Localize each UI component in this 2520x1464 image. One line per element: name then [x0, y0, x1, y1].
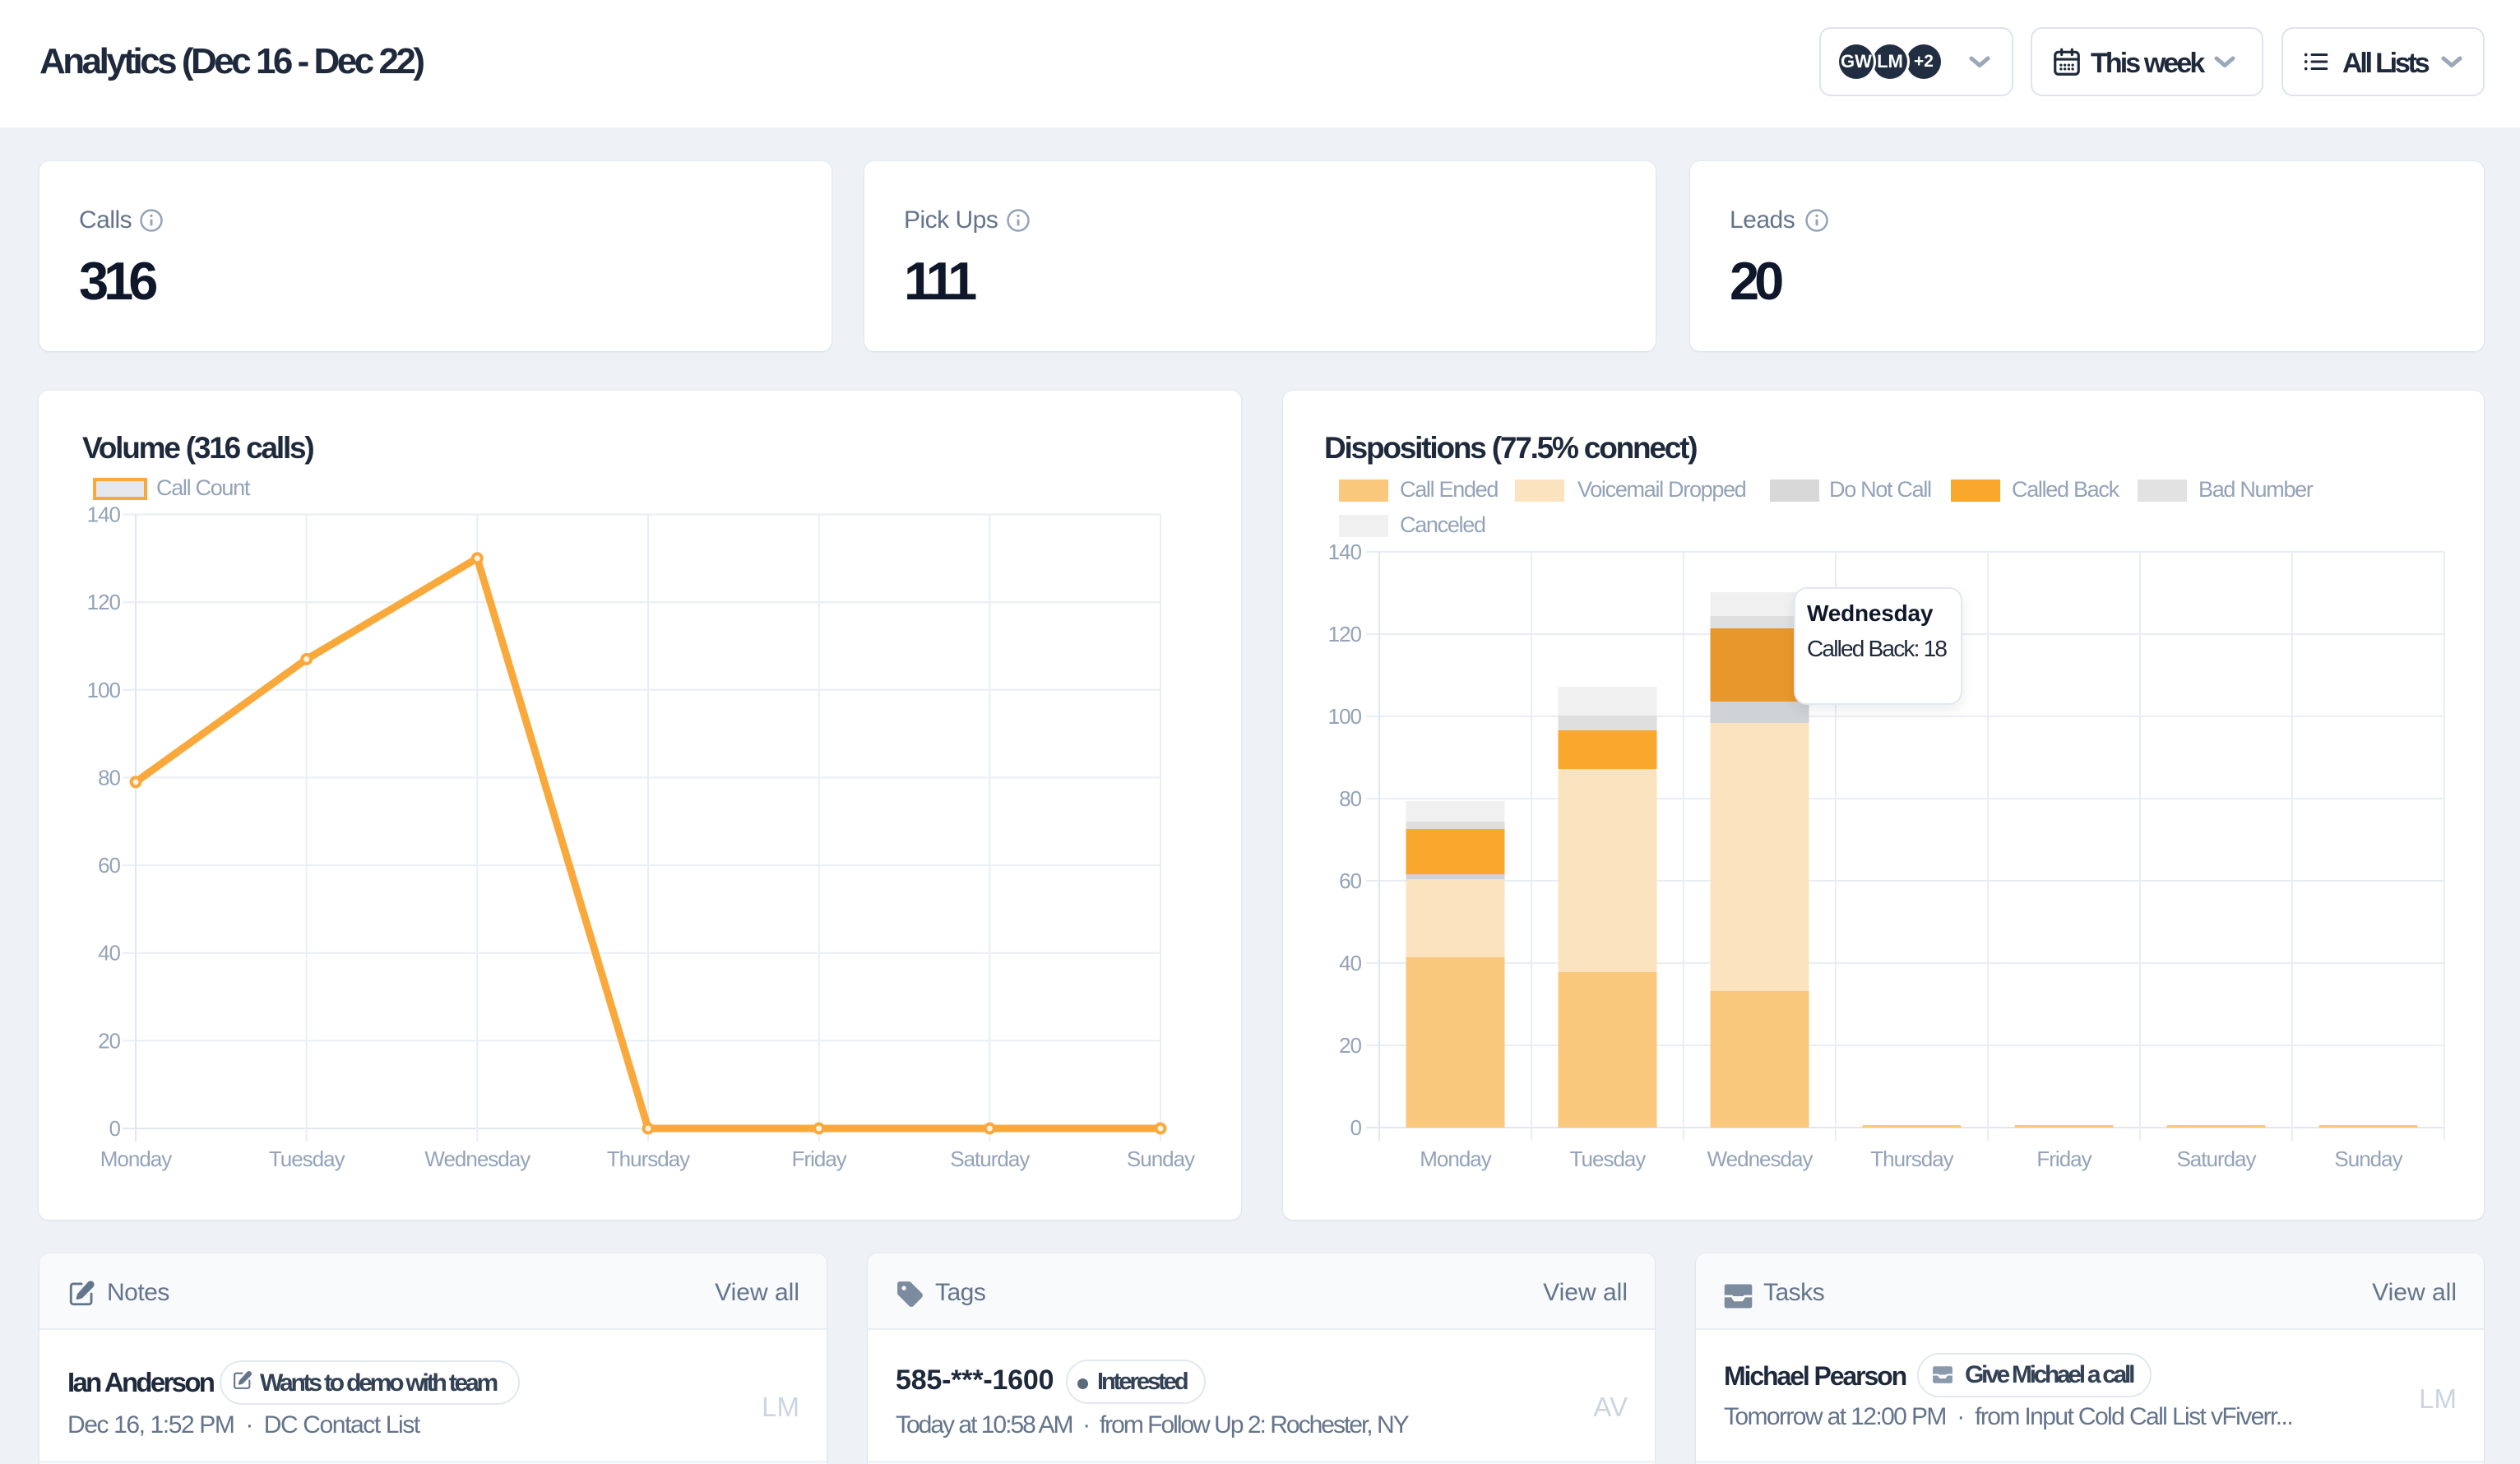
svg-text:0: 0: [1350, 1115, 1362, 1140]
svg-text:Friday: Friday: [2036, 1147, 2092, 1171]
svg-text:Monday: Monday: [100, 1147, 172, 1171]
svg-text:Sunday: Sunday: [2334, 1147, 2402, 1171]
svg-text:20: 20: [98, 1028, 120, 1053]
svg-text:140: 140: [1328, 540, 1362, 564]
svg-text:Thursday: Thursday: [1870, 1147, 1953, 1171]
svg-text:60: 60: [1339, 869, 1361, 893]
svg-text:60: 60: [98, 853, 120, 878]
svg-text:40: 40: [98, 941, 120, 966]
svg-text:Wednesday: Wednesday: [424, 1147, 530, 1171]
svg-text:100: 100: [87, 678, 121, 702]
svg-text:Thursday: Thursday: [607, 1147, 690, 1171]
svg-text:120: 120: [87, 590, 121, 614]
svg-text:100: 100: [1328, 704, 1362, 729]
svg-text:Saturday: Saturday: [950, 1147, 1030, 1171]
svg-text:0: 0: [109, 1116, 121, 1141]
svg-text:Tuesday: Tuesday: [269, 1147, 345, 1171]
svg-text:20: 20: [1339, 1033, 1361, 1058]
svg-text:80: 80: [1339, 786, 1361, 811]
svg-text:Wednesday: Wednesday: [1707, 1147, 1814, 1171]
svg-text:140: 140: [87, 503, 121, 527]
svg-text:Sunday: Sunday: [1127, 1147, 1195, 1171]
svg-text:Tuesday: Tuesday: [1570, 1147, 1647, 1171]
svg-text:120: 120: [1328, 622, 1362, 646]
svg-text:Saturday: Saturday: [2176, 1147, 2256, 1171]
svg-text:Monday: Monday: [1420, 1147, 1491, 1171]
svg-text:40: 40: [1339, 951, 1361, 975]
svg-text:Friday: Friday: [792, 1147, 847, 1171]
svg-text:80: 80: [98, 765, 120, 790]
